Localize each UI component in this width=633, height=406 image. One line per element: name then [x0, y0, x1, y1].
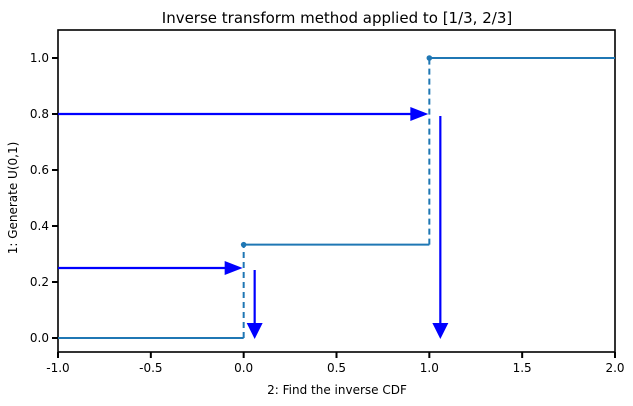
x-tick-label: 2.0	[605, 361, 624, 375]
cdf-point	[240, 241, 247, 248]
cdf-point	[426, 55, 433, 61]
x-tick-label: 0.5	[327, 361, 346, 375]
vertical-arrowhead	[432, 323, 449, 339]
y-tick-label: 1.0	[30, 51, 49, 65]
vertical-arrowhead	[246, 323, 263, 339]
plot-frame	[57, 29, 616, 353]
y-tick-label: 0.2	[30, 275, 49, 289]
y-tick-label: 0.6	[30, 163, 49, 177]
x-tick-label: 1.5	[513, 361, 532, 375]
y-tick-label: 0.4	[30, 219, 49, 233]
x-axis-label: 2: Find the inverse CDF	[267, 383, 407, 397]
y-tick-label: 0.8	[30, 107, 49, 121]
plot-area: -1.0 -0.5 0.0 0.5 1.0 1.5 2.0 0.0 0.2 0.4 0.6 0.8 1.…	[30, 29, 625, 375]
horizontal-arrowhead	[224, 261, 243, 275]
x-tick-label: -1.0	[46, 361, 69, 375]
x-tick-label: 1.0	[420, 361, 439, 375]
y-tick-label: 0.0	[30, 331, 49, 345]
horizontal-arrowhead	[410, 107, 429, 121]
chart-title: Inverse transform method applied to [1/3…	[162, 9, 512, 27]
x-tick-label: -0.5	[139, 361, 162, 375]
x-tick-label: 0.0	[234, 361, 253, 375]
y-axis-label: 1: Generate U(0,1)	[6, 142, 20, 255]
